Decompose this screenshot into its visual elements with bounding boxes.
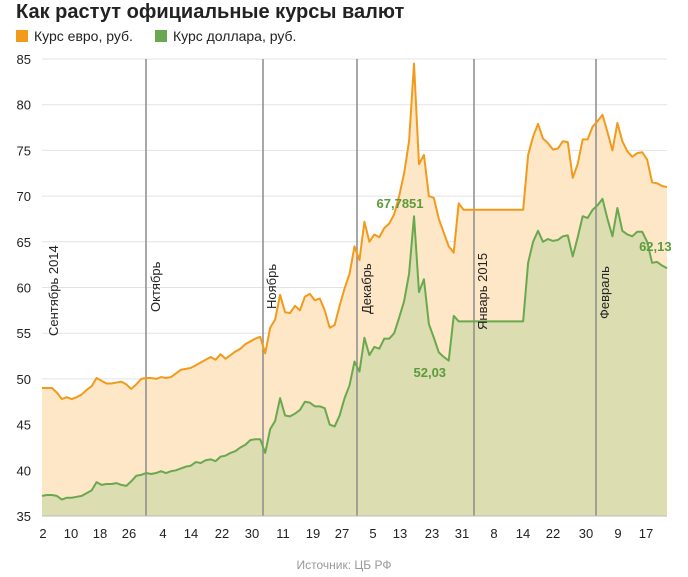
- x-tick-label: 27: [335, 526, 349, 541]
- x-tick-label: 22: [215, 526, 229, 541]
- legend-swatch-dollar: [154, 30, 167, 42]
- y-tick-label: 85: [17, 52, 31, 67]
- month-label: Ноябрь: [264, 264, 279, 309]
- x-tick-label: 4: [159, 526, 166, 541]
- legend-swatch-euro: [16, 30, 28, 42]
- x-tick-label: 22: [546, 526, 560, 541]
- month-label: Декабрь: [359, 263, 374, 314]
- y-tick-label: 65: [17, 235, 31, 250]
- y-tick-label: 40: [17, 463, 31, 478]
- month-label: Сентябрь 2014: [46, 245, 61, 336]
- x-tick-label: 30: [245, 526, 259, 541]
- x-tick-label: 26: [122, 526, 136, 541]
- x-tick-label: 14: [516, 526, 530, 541]
- x-tick-label: 31: [455, 526, 469, 541]
- dollar-data-label: 52,03: [414, 365, 447, 380]
- x-tick-label: 5: [369, 526, 376, 541]
- x-tick-label: 2: [39, 526, 46, 541]
- dollar-data-label: 67,7851: [377, 196, 424, 211]
- y-tick-label: 80: [17, 98, 31, 113]
- euro-line: [42, 62, 668, 401]
- y-tick-label: 45: [17, 418, 31, 433]
- y-tick-label: 60: [17, 281, 31, 296]
- dollar-area: [42, 198, 667, 516]
- x-tick-label: 17: [639, 526, 653, 541]
- x-tick-label: 9: [614, 526, 621, 541]
- x-tick-label: 23: [425, 526, 439, 541]
- legend-item-dollar[interactable]: Курс доллара, руб.: [154, 28, 297, 44]
- dollar-data-label: 62,13: [639, 239, 672, 254]
- x-tick-label: 30: [579, 526, 593, 541]
- y-tick-label: 75: [17, 143, 31, 158]
- chart-title: Как растут официальные курсы валют: [16, 1, 405, 23]
- x-tick-label: 19: [306, 526, 320, 541]
- dollar-line: [41, 197, 668, 501]
- legend-label-euro: Курс евро, руб.: [34, 28, 133, 44]
- y-tick-label: 35: [17, 509, 31, 524]
- month-label: Февраль: [597, 266, 612, 319]
- y-tick-label: 70: [17, 189, 31, 204]
- x-tick-label: 14: [184, 526, 198, 541]
- x-tick-label: 10: [64, 526, 78, 541]
- x-tick-label: 11: [276, 526, 290, 541]
- x-tick-label: 18: [93, 526, 107, 541]
- legend-label-dollar: Курс доллара, руб.: [172, 28, 297, 44]
- chart-legend: Курс евро, руб. Курс доллара, руб.: [16, 27, 318, 45]
- y-tick-label: 50: [17, 372, 31, 387]
- x-tick-label: 8: [490, 526, 497, 541]
- month-label: Октябрь: [148, 261, 163, 312]
- month-label: Январь 2015: [475, 253, 490, 330]
- x-tick-label: 13: [393, 526, 407, 541]
- y-tick-label: 55: [17, 326, 31, 341]
- source-note: Источник: ЦБ РФ: [296, 558, 392, 572]
- legend-item-euro[interactable]: Курс евро, руб.: [16, 28, 133, 44]
